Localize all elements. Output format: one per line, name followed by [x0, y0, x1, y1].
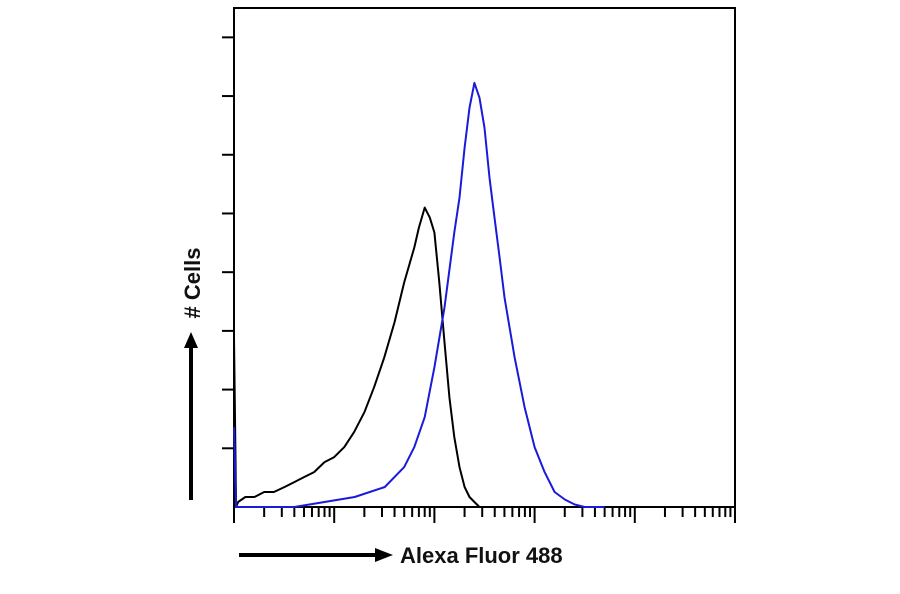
- series-line-1: [233, 206, 485, 508]
- x-axis-ticks: [233, 507, 736, 523]
- x-axis-arrow-head: [375, 548, 393, 562]
- series-line-2: [233, 81, 605, 508]
- y-axis-arrow-head: [184, 332, 198, 348]
- plot-frame: [233, 7, 736, 508]
- series-layer: [233, 81, 605, 508]
- x-axis-label: Alexa Fluor 488: [400, 543, 563, 568]
- y-axis-ticks: [222, 36, 234, 450]
- y-axis-label: # Cells: [180, 248, 205, 319]
